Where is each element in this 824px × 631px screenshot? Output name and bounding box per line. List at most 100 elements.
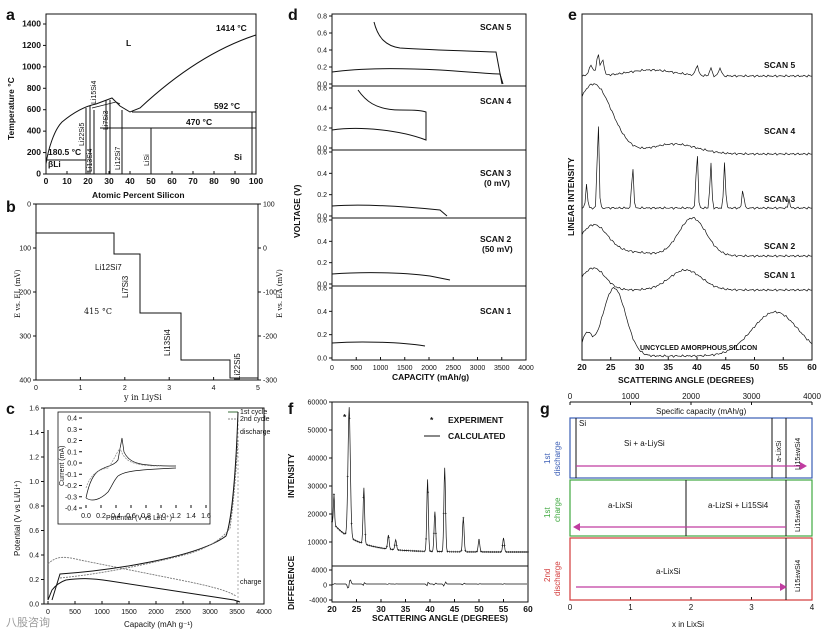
panel-b-yl-tick-label: 300 (19, 334, 31, 341)
panel-c-inset-xticks: 0.0 0.2 0.4 0.6 0.8 1.0 1.2 1.4 1.6 (81, 505, 211, 520)
panel-a-y-tick-label: 400 (27, 126, 41, 136)
panel-c-legend-1st: 1st cycle (240, 409, 267, 416)
panel-f-exp-point (352, 538, 355, 541)
panel-f-x-tick-label: 50 (474, 604, 484, 614)
panel-c-inset-x-tick-label: 1.0 (156, 513, 166, 520)
panel-f-exp-point (503, 544, 506, 547)
panel-e-uncycled: UNCYCLED AMORPHOUS SILICON (640, 345, 757, 352)
panel-f-exp-point (452, 550, 455, 553)
panel-c-inset-yticks: 0.4 0.3 0.2 0.1 0.0 -0.1 -0.2 -0.3 -0.4 (65, 416, 82, 513)
panel-b-plateaus (36, 232, 258, 379)
panel-f-exp-point (509, 550, 512, 553)
panel-f-exp-point (332, 493, 335, 496)
panel-f-y-tick-label: 60000 (308, 400, 328, 407)
panel-c-inset-y-tick-label: -0.1 (65, 472, 77, 479)
panel-f-exp-point (460, 549, 463, 552)
panel-c-inset-y-tick-label: -0.3 (65, 494, 77, 501)
panel-g-xlabel: x in LixSi (672, 620, 704, 629)
panel-a-xticks: 0 10 20 30 40 50 60 70 80 90 100 (44, 171, 263, 186)
panel-d-scan3-sub: (0 mV) (484, 178, 510, 188)
panel-e-scan4: SCAN 4 (764, 126, 795, 136)
panel-g-top-tick-label: 1000 (622, 392, 640, 401)
panel-d-x-tick-label: 2500 (445, 365, 461, 372)
panel-d-ylabel: VOLTAGE (V) (292, 184, 302, 238)
panel-f-exp-point (393, 544, 396, 547)
panel-d-yticks: 0.80.60.40.20.00.60.40.20.00.60.40.20.00… (317, 14, 332, 363)
panel-f-exp-point (376, 546, 379, 549)
panel-a-L: L (126, 38, 131, 48)
panel-f-exp-point (513, 550, 516, 553)
panel-f-exp-point (478, 538, 480, 541)
panel-b-x-tick-label: 1 (78, 385, 82, 392)
panel-d-x-tick-label: 500 (350, 365, 362, 372)
panel-a-x-tick-label: 10 (62, 176, 72, 186)
panel-c-inset-y-tick-label: 0.0 (67, 461, 77, 468)
panel-f-x-tick-label: 20 (327, 604, 337, 614)
panel-g-row2-l2: charge (553, 497, 562, 522)
panel-g-r3-arrowhead (780, 583, 787, 591)
panel-c-inset-xlabel: Potential (V vs Li/Li⁺) (106, 514, 172, 522)
panel-g-row1-box (569, 417, 813, 479)
panel-c-x-tick-label: 0 (46, 609, 50, 616)
panel-b-li12si7: Li12Si7 (95, 263, 122, 272)
panel-f-exp-point (474, 550, 477, 553)
panel-a-betaLi: βLi (48, 159, 61, 169)
panel-f-exp-point (462, 516, 465, 519)
panel-c-inset-cv3 (85, 467, 177, 501)
panel-d-s3-y-tick-label: 0.0 (317, 214, 327, 221)
panel-b-ylabel-right: E vs. EA (mV) (276, 269, 284, 318)
panel-c-inset-y-tick-label: 0.4 (67, 416, 77, 423)
panel-f-y-tick-label: 50000 (308, 428, 328, 435)
panel-c-x-tick-label: 500 (69, 609, 81, 616)
panel-f-exp-point (468, 550, 471, 553)
panel-a-li15si4: Li15Si4 (91, 81, 98, 104)
panel-d-scan2: SCAN 2 (480, 234, 511, 244)
panel-f-exp-point (360, 541, 363, 544)
panel-g-top-tick-label: 3000 (743, 392, 761, 401)
panel-f-exp-point (372, 545, 375, 548)
panel-d-s3-y-tick-label: 0.6 (317, 150, 327, 157)
panel-g-top-title: Specific capacity (mAh/g) (656, 407, 747, 416)
panel-c-inset-ylabel: Current (mA) (59, 446, 66, 486)
panel-e-ylabel: LINEAR INTENSITY (566, 157, 576, 236)
panel-d-scan4-curve (331, 89, 427, 141)
panel-f-exp-point (368, 544, 371, 547)
panel-f-peak-star: * (343, 412, 347, 422)
panel-c-inset-x-tick-label: 1.2 (171, 513, 181, 520)
panel-f-exp-point (362, 496, 365, 499)
panel-f-exp-point (440, 550, 443, 553)
panel-c-x-tick-label: 1000 (94, 609, 110, 616)
panel-d-x-tick-label: 3500 (494, 365, 510, 372)
panel-a-ylabel: Temperature °C (6, 77, 16, 140)
panel-a-x-tick-label: 50 (146, 176, 156, 186)
panel-d-scan1: SCAN 1 (480, 306, 511, 316)
panel-d-x-tick-label: 1500 (397, 365, 413, 372)
panel-f-exp-point (442, 512, 445, 515)
panel-f-exp-point (413, 549, 416, 552)
panel-f-exp-point (448, 550, 451, 553)
panel-b-li13si4: Li13Si4 (163, 329, 172, 356)
panel-e-scan5-trace (581, 54, 812, 78)
panel-c-inset-x-tick-label: 0.6 (126, 513, 136, 520)
panel-f-legend-star: * (430, 415, 434, 425)
panel-f-x-tick-label: 55 (499, 604, 509, 614)
panel-b-li22si5: Li22Si5 (233, 353, 242, 380)
panel-g-top-tick-label: 0 (568, 392, 573, 401)
panel-b-yl-tick-label: 0 (27, 202, 31, 209)
panel-a-y-tick-label: 200 (27, 147, 41, 157)
panel-g-r2-mid: a-LizSi + Li15Si4 (708, 501, 769, 510)
panel-f-exp-point (515, 550, 518, 553)
panel-f-exp-point (409, 549, 412, 552)
panel-e-scan3-trace (581, 126, 812, 210)
panel-d-scan5-discharge (331, 68, 504, 85)
panel-g-row2-l1: 1st (543, 507, 552, 518)
panel-f-exp-point (495, 550, 498, 553)
panel-f-legend-calc: CALCULATED (448, 431, 505, 441)
panel-d-x-tick-label: 2000 (421, 365, 437, 372)
panel-f-exp-point (464, 549, 467, 552)
panel-c-inset-cv2 (85, 447, 161, 489)
panel-b-yr-tick-label: -100 (263, 290, 277, 297)
panel-f-exp-point (395, 544, 398, 547)
panel-d-s2-y-tick-label: 0.2 (317, 260, 327, 267)
panel-f-exp-point (491, 550, 494, 553)
